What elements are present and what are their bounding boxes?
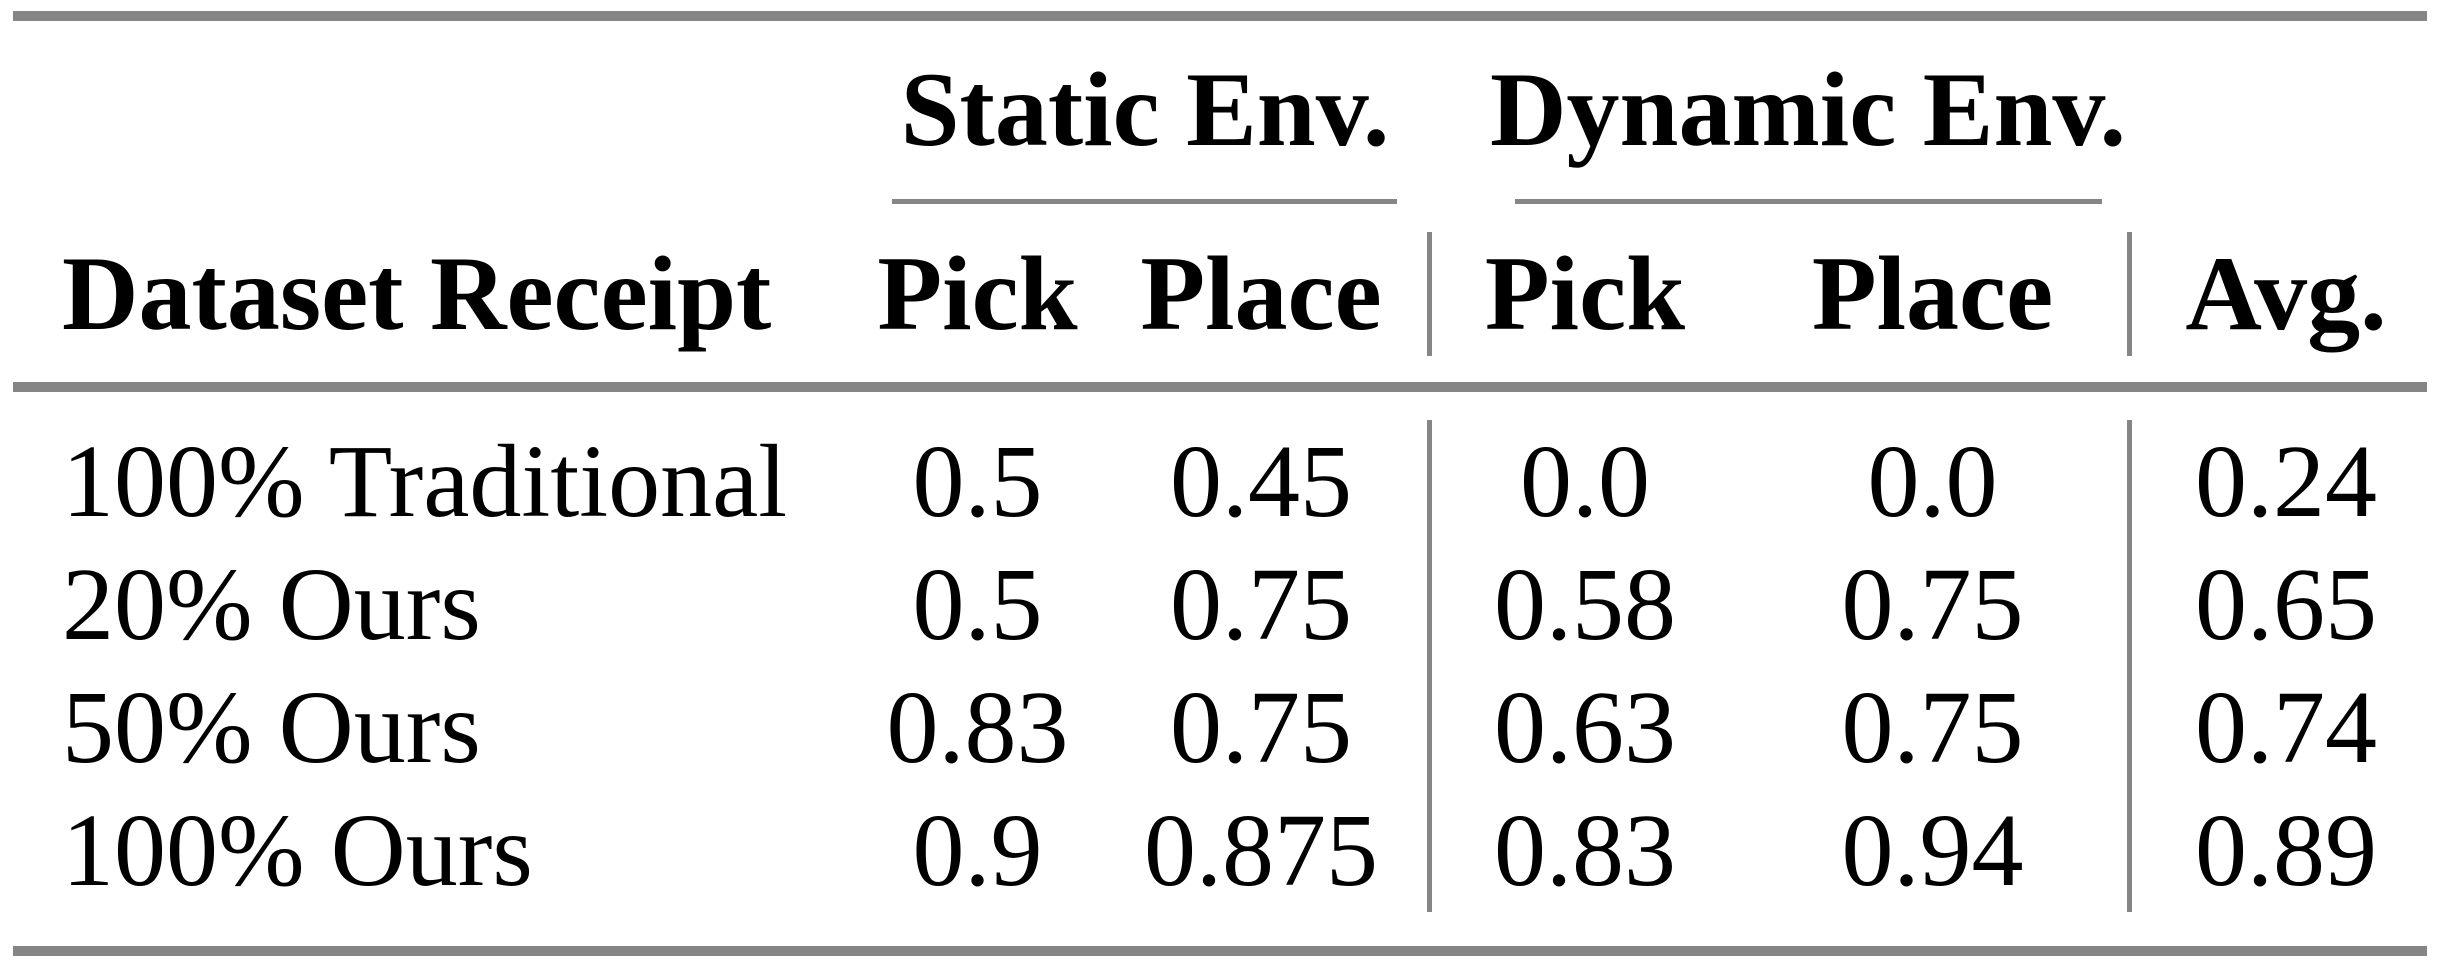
- column-group-static-env-label: Static Env.: [900, 51, 1390, 168]
- column-group-dynamic-env-label: Dynamic Env.: [1489, 51, 2127, 168]
- static-place-cell: 0.45: [1095, 420, 1432, 543]
- table-header-rule: [13, 382, 2427, 392]
- avg-cell: 0.24: [2195, 424, 2377, 539]
- col-header-avg: Avg.: [2185, 235, 2387, 352]
- col-header-dataset-receipt: Dataset Receipt: [62, 235, 772, 352]
- static-pick-cell: 0.83: [886, 670, 1069, 785]
- table-bottom-rule: [13, 946, 2427, 956]
- row-label-cell: 100% Ours: [62, 793, 533, 908]
- static-pick-cell: 0.5: [912, 547, 1043, 662]
- dynamic-pick-cell: 0.63: [1494, 670, 1676, 785]
- static-place-cell: 0.875: [1095, 789, 1432, 912]
- column-group-dynamic-env: Dynamic Env.: [1490, 40, 2126, 180]
- avg-cell: 0.74: [2195, 670, 2377, 785]
- dynamic-pick-cell: 0.83: [1494, 793, 1676, 908]
- static-env-underline: [892, 199, 1397, 204]
- dynamic-pick-cell: 0.0: [1520, 424, 1650, 539]
- col-header-dynamic-pick: Pick: [1484, 235, 1686, 352]
- table-top-rule: [13, 11, 2427, 21]
- table-body: 100% Traditional 0.5 0.45 0.0 0.0 0.24 2…: [0, 420, 2440, 912]
- table-row-20pct-ours: 20% Ours 0.5 0.75 0.58 0.75 0.65: [0, 543, 2440, 666]
- row-label-cell: 20% Ours: [62, 547, 481, 662]
- static-pick-cell: 0.9: [912, 793, 1043, 908]
- static-pick-cell: 0.5: [912, 424, 1043, 539]
- col-header-static-place: Place: [1095, 232, 1432, 356]
- table-row-100pct-traditional: 100% Traditional 0.5 0.45 0.0 0.0 0.24: [0, 420, 2440, 543]
- static-place-cell: 0.75: [1095, 543, 1432, 666]
- dynamic-place-cell: 0.75: [1738, 543, 2132, 666]
- col-header-dynamic-place: Place: [1738, 232, 2132, 356]
- row-label-cell: 50% Ours: [62, 670, 481, 785]
- dynamic-place-cell: 0.94: [1738, 789, 2132, 912]
- avg-cell: 0.89: [2195, 793, 2377, 908]
- dynamic-env-underline: [1515, 199, 2102, 204]
- column-header-row: Dataset Receipt Pick Place Pick Place Av…: [0, 232, 2440, 356]
- row-label-cell: 100% Traditional: [62, 424, 788, 539]
- avg-cell: 0.65: [2195, 547, 2377, 662]
- dynamic-place-cell: 0.75: [1738, 666, 2132, 789]
- table-row-100pct-ours: 100% Ours 0.9 0.875 0.83 0.94 0.89: [0, 789, 2440, 912]
- col-header-static-pick: Pick: [877, 235, 1078, 352]
- dynamic-pick-cell: 0.58: [1494, 547, 1676, 662]
- dynamic-place-cell: 0.0: [1738, 420, 2132, 543]
- static-place-cell: 0.75: [1095, 666, 1432, 789]
- column-group-static-env: Static Env.: [890, 40, 1400, 180]
- table-row-50pct-ours: 50% Ours 0.83 0.75 0.63 0.75 0.74: [0, 666, 2440, 789]
